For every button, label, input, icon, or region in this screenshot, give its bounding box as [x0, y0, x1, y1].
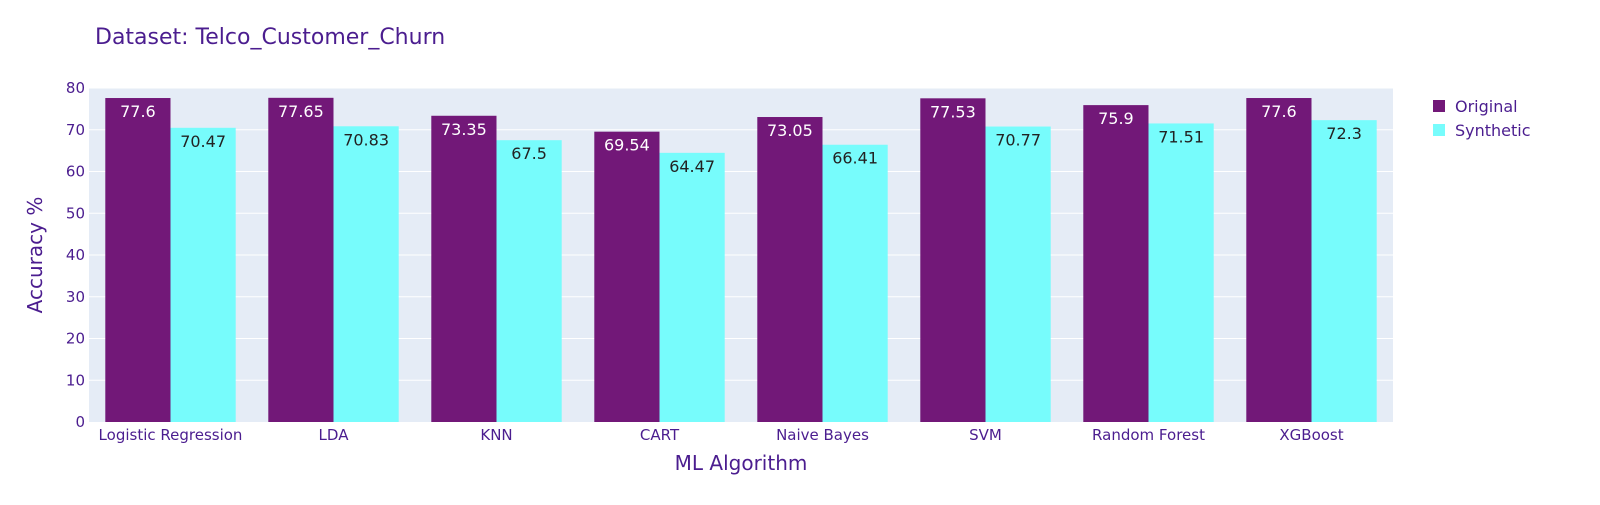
x-axis-title: ML Algorithm — [675, 451, 808, 475]
y-tick-label: 50 — [66, 204, 85, 222]
data-label: 70.47 — [180, 132, 226, 151]
legend-swatch-synthetic[interactable] — [1433, 124, 1445, 136]
y-tick-label: 0 — [75, 413, 85, 431]
y-axis-ticks: 0 10 20 30 40 50 60 70 80 — [66, 79, 85, 431]
bar-original[interactable] — [757, 117, 823, 423]
legend-swatch-original[interactable] — [1433, 100, 1445, 112]
bar-original[interactable] — [1083, 105, 1149, 423]
y-axis-title: Accuracy % — [23, 197, 47, 314]
data-label: 70.77 — [995, 131, 1041, 150]
bar-synthetic[interactable] — [1148, 123, 1214, 423]
y-tick-label: 60 — [66, 163, 85, 181]
x-tick-label: KNN — [480, 426, 512, 444]
y-tick-label: 10 — [66, 371, 85, 389]
x-tick-label: SVM — [969, 426, 1002, 444]
bar-original[interactable] — [594, 131, 660, 422]
x-tick-label: LDA — [319, 426, 350, 444]
bar-original[interactable] — [1246, 98, 1312, 423]
bar-synthetic[interactable] — [822, 144, 888, 422]
x-tick-label: Naive Bayes — [776, 426, 869, 444]
legend[interactable]: Original Synthetic — [1433, 97, 1531, 140]
data-label: 64.47 — [669, 157, 715, 176]
bar-original[interactable] — [268, 97, 334, 422]
bar-original[interactable] — [920, 98, 986, 422]
data-label: 77.65 — [278, 102, 324, 121]
bar-synthetic[interactable] — [333, 126, 399, 422]
data-label: 73.35 — [441, 120, 487, 139]
y-tick-label: 30 — [66, 288, 85, 306]
data-label: 67.5 — [511, 144, 547, 163]
y-tick-label: 20 — [66, 330, 85, 348]
bars: 77.6 70.47 77.65 70.83 73.35 67.5 69.54 64.47 73… — [105, 97, 1377, 423]
data-label: 77.53 — [930, 102, 976, 121]
x-tick-label: Logistic Regression — [99, 426, 243, 444]
bar-synthetic[interactable] — [1311, 120, 1377, 423]
data-label: 66.41 — [832, 149, 878, 168]
data-label: 72.3 — [1326, 124, 1362, 143]
data-label: 75.9 — [1098, 109, 1134, 128]
legend-label[interactable]: Original — [1455, 97, 1518, 116]
x-tick-label: Random Forest — [1092, 426, 1205, 444]
y-tick-label: 70 — [66, 121, 85, 139]
bar-original[interactable] — [431, 115, 497, 423]
data-label: 77.6 — [1261, 102, 1297, 121]
bar-synthetic[interactable] — [659, 152, 725, 422]
bar-synthetic[interactable] — [985, 126, 1051, 422]
data-label: 71.51 — [1158, 127, 1204, 146]
y-tick-label: 40 — [66, 246, 85, 264]
legend-label[interactable]: Synthetic — [1455, 121, 1531, 140]
data-label: 77.6 — [120, 102, 156, 121]
x-tick-label: CART — [640, 426, 680, 444]
data-label: 70.83 — [343, 130, 389, 149]
bar-synthetic[interactable] — [496, 140, 562, 422]
chart-title: Dataset: Telco_Customer_Churn — [95, 25, 445, 50]
y-tick-label: 80 — [66, 79, 85, 97]
bar-original[interactable] — [105, 98, 171, 423]
x-tick-label: XGBoost — [1279, 426, 1343, 444]
x-axis-ticks: Logistic Regression LDA KNN CART Naive Bayes… — [99, 426, 1344, 444]
data-label: 73.05 — [767, 121, 813, 140]
bar-synthetic[interactable] — [170, 127, 236, 422]
data-label: 69.54 — [604, 136, 650, 155]
